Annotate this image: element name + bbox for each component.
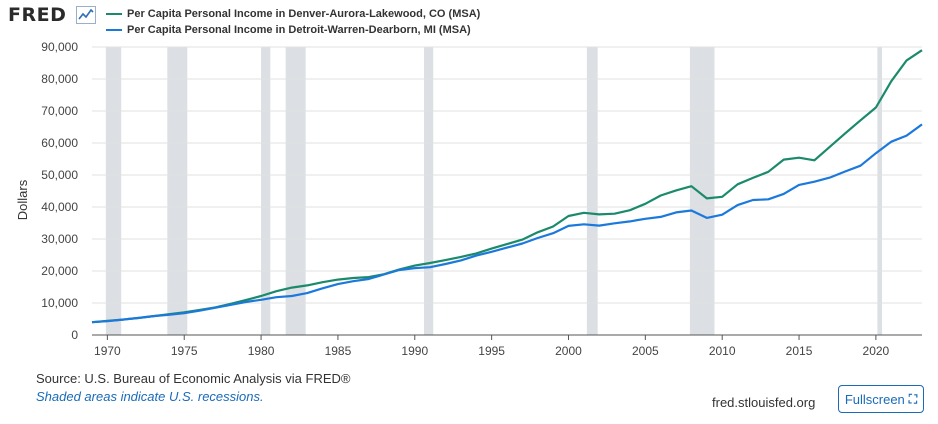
x-tick-label: 1995: [478, 344, 505, 358]
x-tick-label: 2010: [709, 344, 736, 358]
line-chart-icon: [76, 6, 96, 24]
y-tick-label: 80,000: [41, 72, 78, 86]
x-tick-label: 1985: [325, 344, 352, 358]
y-tick-label: 0: [71, 328, 78, 342]
x-tick-label: 2000: [555, 344, 582, 358]
x-tick-label: 1975: [171, 344, 198, 358]
y-tick-label: 60,000: [41, 136, 78, 150]
fred-logo[interactable]: FRED: [8, 4, 67, 26]
recession-band: [877, 47, 883, 335]
y-tick-label: 10,000: [41, 296, 78, 310]
legend-label-detroit: Per Capita Personal Income in Detroit-Wa…: [127, 24, 471, 36]
axes: 0 10,000 20,000 30,000 40,000 50,000 60,000 70,…: [41, 40, 922, 358]
x-tick-label: 1990: [401, 344, 428, 358]
gridlines: [92, 46, 922, 304]
y-tick-label: 30,000: [41, 232, 78, 246]
recession-band: [261, 47, 271, 335]
series-lines: [91, 49, 923, 324]
legend-item-detroit: Per Capita Personal Income in Detroit-Wa…: [106, 23, 471, 37]
y-tick-label: 70,000: [41, 104, 78, 118]
recession-note: Shaded areas indicate U.S. recessions.: [36, 389, 264, 404]
chart: 0 10,000 20,000 30,000 40,000 50,000 60,000 70,…: [15, 40, 923, 358]
legend-swatch-denver: [106, 13, 122, 15]
y-tick-label: 50,000: [41, 168, 78, 182]
y-tick-label: 20,000: [41, 264, 78, 278]
x-tick-label: 2020: [863, 344, 890, 358]
x-tick-label: 2015: [786, 344, 813, 358]
recession-band: [586, 47, 598, 335]
recession-band: [105, 47, 122, 335]
y-tick-label: 90,000: [41, 40, 78, 54]
expand-icon: ⛶: [908, 391, 918, 406]
fullscreen-button[interactable]: Fullscreen ⛶: [838, 385, 924, 413]
y-axis-label: Dollars: [15, 179, 30, 220]
chart-header: FRED Per Capita Personal Income in Denve…: [0, 0, 938, 40]
legend-item-denver: Per Capita Personal Income in Denver-Aur…: [106, 7, 480, 21]
recession-band: [285, 47, 306, 335]
x-tick-label: 1980: [248, 344, 275, 358]
recession-band: [167, 47, 188, 335]
y-tick-label: 40,000: [41, 200, 78, 214]
recession-band: [424, 47, 434, 335]
fullscreen-label: Fullscreen: [844, 391, 905, 407]
recession-bands: [105, 47, 883, 335]
site-url[interactable]: fred.stlouisfed.org: [712, 395, 816, 410]
legend-label-denver: Per Capita Personal Income in Denver-Aur…: [127, 8, 481, 20]
recession-band: [689, 47, 715, 335]
series-line-detroit: [91, 123, 923, 324]
x-tick-label: 1970: [94, 344, 121, 358]
x-tick-label: 2005: [632, 344, 659, 358]
source-note: Source: U.S. Bureau of Economic Analysis…: [36, 371, 351, 386]
legend-swatch-detroit: [106, 29, 122, 31]
